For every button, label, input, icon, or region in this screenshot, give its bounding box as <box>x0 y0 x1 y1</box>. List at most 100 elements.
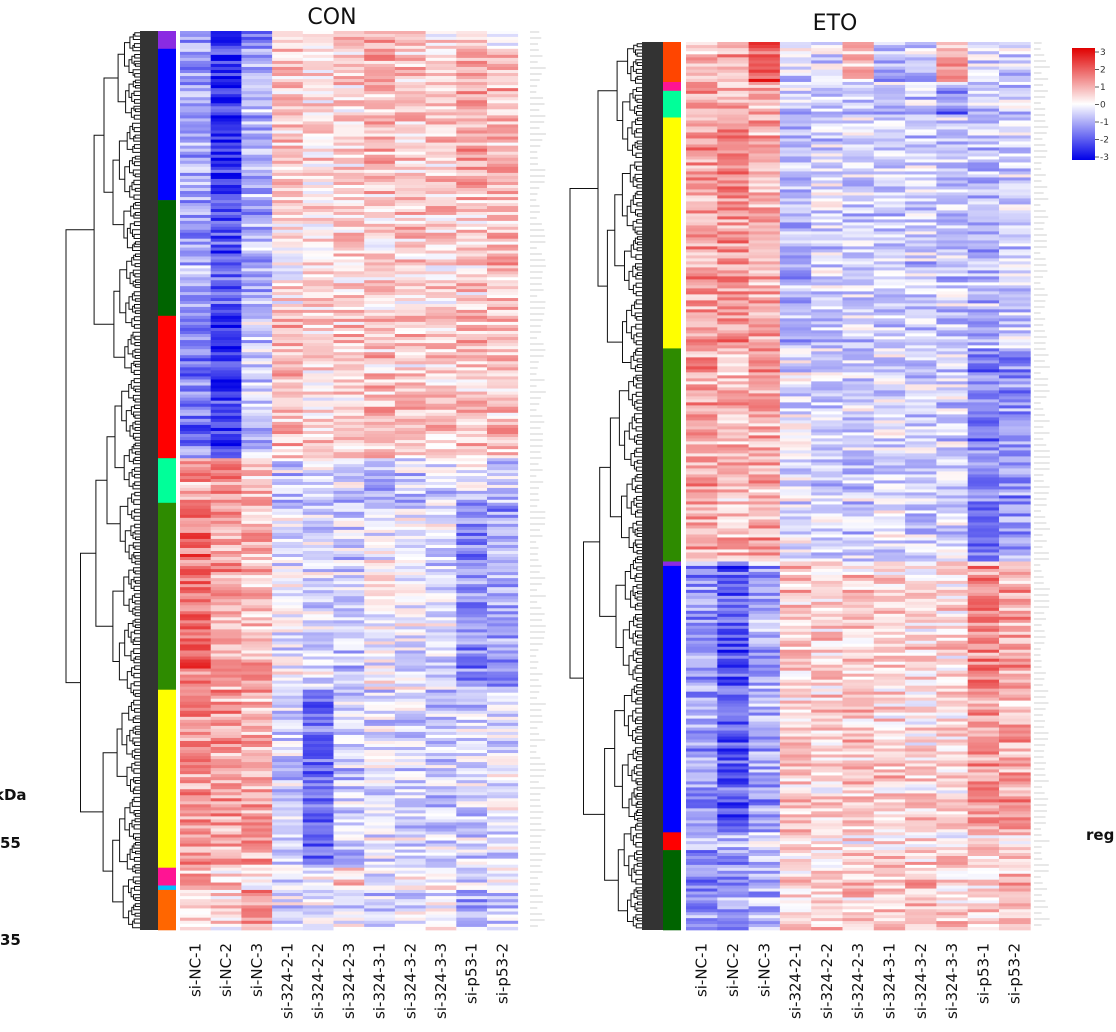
heatmap-cell <box>210 662 242 666</box>
heatmap-cell <box>394 103 426 107</box>
heatmap-cell <box>333 487 365 492</box>
heatmap-cell <box>241 801 273 805</box>
heatmap-cell <box>272 867 304 872</box>
heatmap-cell <box>456 244 488 248</box>
heatmap-cell <box>456 127 488 131</box>
heatmap-cell <box>364 39 396 44</box>
heatmap-cell <box>487 226 519 231</box>
heatmap-cell <box>425 635 457 639</box>
heatmap-cell <box>842 51 875 55</box>
heatmap-cell <box>364 484 396 489</box>
dendrogram-branch <box>635 657 642 663</box>
heatmap-cell <box>425 388 457 392</box>
heatmap-cell <box>748 72 781 77</box>
heatmap-cell <box>717 57 749 61</box>
heatmap-cell <box>425 220 457 225</box>
heatmap-cell <box>180 876 212 880</box>
heatmap-cell <box>487 337 519 341</box>
heatmap-cell <box>333 415 365 420</box>
heatmap-cell <box>180 893 212 897</box>
heatmap-cell <box>456 259 488 263</box>
heatmap-cell <box>456 885 488 891</box>
heatmap-cell <box>936 255 969 259</box>
dendrogram-branch <box>636 684 642 689</box>
heatmap-cell <box>967 111 1000 115</box>
dendrogram-branch <box>133 127 140 133</box>
heatmap-cell <box>241 57 273 62</box>
heatmap-cell <box>241 728 273 733</box>
heatmap-cell <box>180 511 212 516</box>
heatmap-cell <box>180 370 212 374</box>
dendrogram-branch <box>637 917 642 922</box>
heatmap-cell <box>180 810 212 814</box>
dendrogram-branch <box>132 146 140 153</box>
heatmap-cell <box>779 186 812 190</box>
heatmap-cell <box>210 45 242 50</box>
heatmap-cell <box>241 707 273 712</box>
dendrogram-branch <box>636 573 642 578</box>
heatmap-cell <box>302 79 334 83</box>
heatmap-cell <box>999 48 1031 52</box>
heatmap-cell <box>717 252 749 256</box>
dendrogram-branch <box>133 672 140 679</box>
heatmap-cell <box>210 427 242 432</box>
heatmap-cell <box>272 148 304 153</box>
heatmap-cell <box>425 902 457 906</box>
heatmap-cell <box>425 391 457 395</box>
heatmap-cell <box>487 57 519 62</box>
dendrogram-branch <box>627 715 633 737</box>
heatmap-cell <box>302 178 334 183</box>
heatmap-cell <box>333 526 365 531</box>
heatmap-cell <box>241 256 273 260</box>
heatmap-cell <box>302 544 334 549</box>
heatmap-cell <box>936 126 969 130</box>
heatmap-cell <box>686 96 718 101</box>
heatmap-cell <box>456 581 488 585</box>
heatmap-cell <box>333 268 365 272</box>
dendrogram-branch <box>134 54 140 59</box>
heatmap-cell <box>394 867 426 872</box>
heatmap-cell <box>364 415 396 420</box>
heatmap-cell <box>333 535 365 540</box>
heatmap-cell <box>394 926 426 931</box>
heatmap-cell <box>425 464 457 468</box>
heatmap-cell <box>241 701 273 706</box>
heatmap-cell <box>456 470 488 474</box>
heatmap-cell <box>302 801 334 805</box>
heatmap-cell <box>333 719 365 724</box>
heatmap-cell <box>241 638 273 642</box>
heatmap-cell <box>394 303 426 308</box>
heatmap-cell <box>210 226 242 231</box>
heatmap-cell <box>241 169 273 174</box>
heatmap-cell <box>905 54 937 58</box>
heatmap-cell <box>241 403 273 408</box>
dendrogram-branch <box>636 364 642 368</box>
heatmap-cell <box>180 178 212 183</box>
heatmap-cell <box>210 911 242 915</box>
heatmap-cell <box>456 151 488 156</box>
heatmap-cell <box>302 644 334 648</box>
heatmap-cell <box>210 852 242 856</box>
heatmap-cell <box>364 274 396 278</box>
heatmap-cell <box>456 569 488 573</box>
heatmap-cell <box>210 60 242 65</box>
heatmap-cell <box>180 908 212 912</box>
heatmap-cell <box>394 923 426 928</box>
heatmap-cell <box>967 252 1000 256</box>
dendrogram-branch <box>635 718 642 725</box>
heatmap-cell <box>241 719 273 724</box>
heatmap-cell <box>272 36 304 41</box>
heatmap-cell <box>302 48 334 53</box>
heatmap-cell <box>456 69 488 74</box>
heatmap-cell <box>333 481 365 486</box>
heatmap-cell <box>456 753 488 757</box>
dendrogram-branch <box>637 634 642 639</box>
heatmap-cell <box>210 810 242 814</box>
heatmap-cell <box>302 109 334 113</box>
heatmap-cell <box>333 852 365 856</box>
heatmap-cell <box>180 834 212 838</box>
heatmap-cell <box>210 532 242 537</box>
heatmap-cell <box>456 45 488 50</box>
heatmap-cell <box>180 130 212 134</box>
heatmap-cell <box>302 51 334 56</box>
